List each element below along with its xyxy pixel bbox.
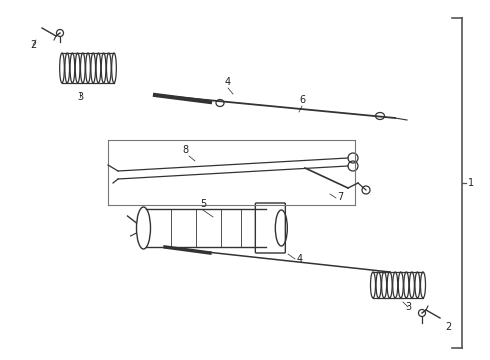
Text: 6: 6 [299, 95, 305, 105]
Text: 3: 3 [77, 92, 83, 102]
Text: 3: 3 [405, 302, 411, 312]
Text: 8: 8 [182, 145, 188, 155]
Text: 2: 2 [445, 322, 451, 332]
Text: 4: 4 [297, 254, 303, 264]
Text: 4: 4 [225, 77, 231, 87]
Text: 2: 2 [30, 40, 36, 50]
Text: 7: 7 [337, 192, 343, 202]
Text: 1: 1 [468, 178, 474, 188]
Text: 5: 5 [200, 199, 206, 209]
